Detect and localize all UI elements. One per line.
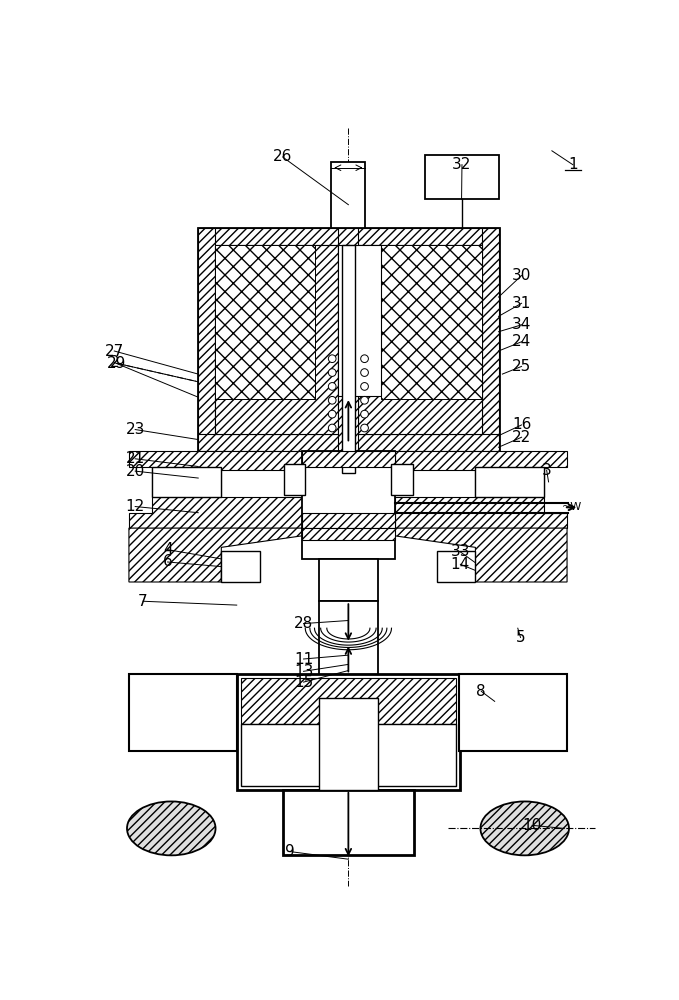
Text: 15: 15 bbox=[294, 675, 313, 690]
Bar bbox=[319, 559, 378, 601]
Bar bbox=[348, 245, 349, 430]
Text: 3: 3 bbox=[542, 463, 551, 478]
Bar bbox=[302, 451, 394, 466]
Bar bbox=[237, 674, 460, 790]
Polygon shape bbox=[129, 451, 302, 528]
Polygon shape bbox=[475, 466, 544, 497]
Bar bbox=[342, 245, 354, 473]
Bar bbox=[198, 228, 215, 451]
Text: 12: 12 bbox=[126, 499, 145, 514]
Text: 13: 13 bbox=[294, 664, 313, 679]
Polygon shape bbox=[152, 466, 221, 497]
Text: 7: 7 bbox=[139, 594, 148, 609]
Bar bbox=[437, 551, 475, 582]
Text: ~W: ~W bbox=[562, 502, 582, 512]
Bar bbox=[129, 674, 237, 751]
Text: 2: 2 bbox=[109, 355, 119, 370]
Text: 16: 16 bbox=[512, 417, 531, 432]
Circle shape bbox=[361, 396, 369, 404]
Bar bbox=[392, 464, 413, 495]
Bar bbox=[338, 228, 359, 451]
Bar bbox=[319, 698, 378, 790]
Text: 8: 8 bbox=[477, 684, 486, 699]
Text: 21: 21 bbox=[126, 451, 145, 466]
Circle shape bbox=[329, 396, 336, 404]
Circle shape bbox=[361, 410, 369, 418]
Bar bbox=[331, 162, 365, 228]
Text: 31: 31 bbox=[512, 296, 531, 311]
Bar bbox=[198, 434, 498, 451]
Bar bbox=[425, 155, 498, 199]
Text: 34: 34 bbox=[512, 317, 531, 332]
Circle shape bbox=[329, 369, 336, 376]
Ellipse shape bbox=[127, 801, 215, 855]
Bar bbox=[240, 678, 456, 724]
Polygon shape bbox=[129, 528, 302, 582]
Bar bbox=[215, 245, 315, 399]
Bar bbox=[382, 245, 481, 399]
Bar bbox=[302, 528, 394, 559]
Text: 4: 4 bbox=[163, 542, 172, 557]
Bar bbox=[348, 291, 349, 399]
Bar bbox=[198, 228, 498, 451]
Text: 26: 26 bbox=[273, 149, 293, 164]
Text: 6: 6 bbox=[163, 554, 172, 569]
Bar bbox=[338, 245, 348, 396]
Text: 20: 20 bbox=[126, 464, 145, 479]
Text: 22: 22 bbox=[512, 430, 531, 445]
Text: 29: 29 bbox=[107, 356, 126, 371]
Circle shape bbox=[329, 410, 336, 418]
Text: 11: 11 bbox=[294, 652, 313, 666]
Text: 23: 23 bbox=[126, 422, 145, 437]
Text: 14: 14 bbox=[451, 557, 470, 572]
Text: 5: 5 bbox=[516, 630, 526, 645]
Bar bbox=[215, 245, 315, 399]
Bar bbox=[283, 790, 414, 855]
Bar bbox=[359, 245, 481, 434]
Text: 1: 1 bbox=[568, 157, 578, 172]
Circle shape bbox=[329, 383, 336, 390]
Bar bbox=[198, 228, 498, 245]
Ellipse shape bbox=[481, 801, 569, 855]
Bar bbox=[221, 551, 260, 582]
Bar bbox=[348, 245, 349, 291]
Text: 30: 30 bbox=[512, 268, 531, 283]
Text: 25: 25 bbox=[512, 359, 531, 374]
Bar bbox=[302, 528, 394, 540]
Polygon shape bbox=[394, 528, 567, 582]
Bar bbox=[348, 245, 382, 396]
Circle shape bbox=[361, 355, 369, 363]
Bar bbox=[319, 601, 378, 674]
Text: 9: 9 bbox=[285, 844, 294, 859]
Circle shape bbox=[329, 424, 336, 432]
Text: 28: 28 bbox=[294, 616, 313, 631]
Circle shape bbox=[329, 355, 336, 363]
Circle shape bbox=[361, 369, 369, 376]
Text: 32: 32 bbox=[452, 157, 472, 172]
Text: 27: 27 bbox=[105, 344, 124, 359]
Bar bbox=[215, 245, 338, 434]
Polygon shape bbox=[394, 451, 567, 528]
Bar bbox=[459, 674, 567, 751]
Text: 10: 10 bbox=[522, 818, 542, 833]
Bar bbox=[284, 464, 306, 495]
Circle shape bbox=[361, 424, 369, 432]
Bar bbox=[302, 513, 394, 528]
Bar bbox=[302, 451, 394, 528]
Text: 33: 33 bbox=[451, 544, 470, 559]
Bar bbox=[240, 724, 456, 786]
Bar bbox=[481, 228, 498, 451]
Text: 24: 24 bbox=[512, 334, 531, 349]
Circle shape bbox=[361, 383, 369, 390]
